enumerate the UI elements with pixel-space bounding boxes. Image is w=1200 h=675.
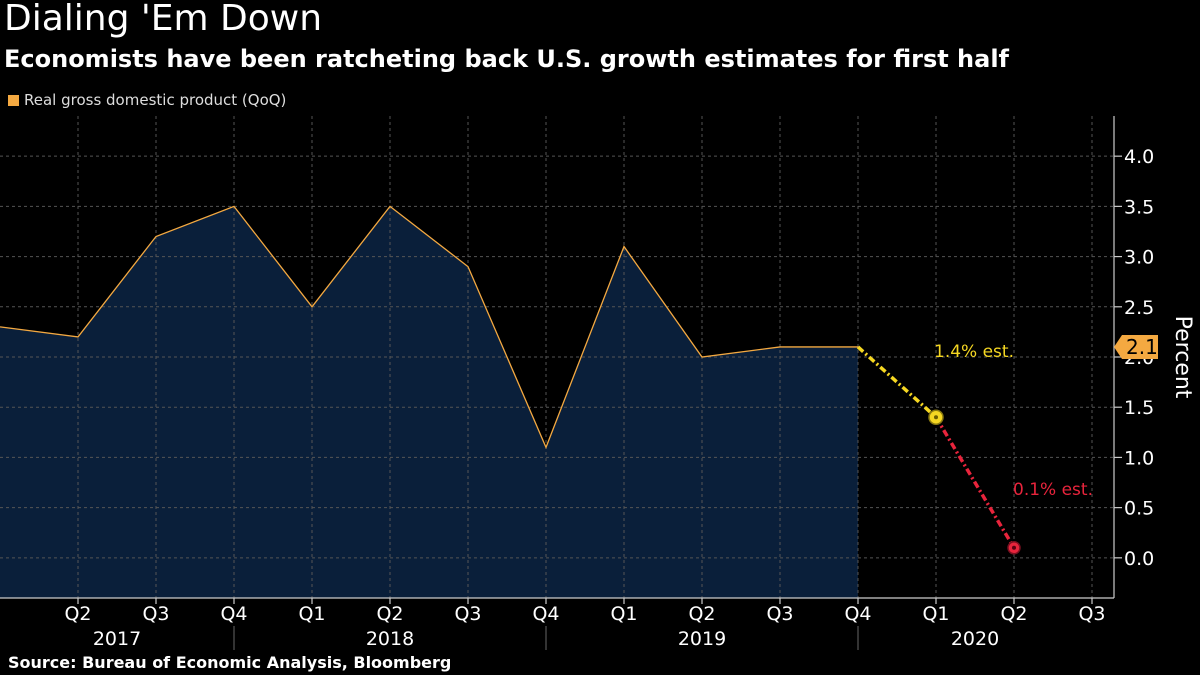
x-tick-label: Q1: [298, 603, 325, 625]
estimate-point-q2-center: [1012, 545, 1016, 550]
y-axis-title: Percent: [1170, 316, 1195, 399]
y-tick-label: 1.5: [1124, 397, 1154, 419]
estimate-point-q1-center: [934, 415, 938, 420]
estimate-label-q1: 1.4% est.: [934, 342, 1014, 362]
last-value-badge: [1114, 334, 1158, 359]
y-tick-label: 3.0: [1124, 247, 1154, 269]
year-label: 2017: [93, 628, 141, 650]
y-tick-label: 4.0: [1124, 146, 1154, 168]
y-tick-label: 2.5: [1124, 297, 1154, 319]
source-note: Source: Bureau of Economic Analysis, Blo…: [8, 653, 452, 672]
year-label: 2019: [678, 628, 726, 650]
year-label: 2018: [366, 628, 414, 650]
y-tick-label: 0.5: [1124, 498, 1154, 520]
x-tick-label: Q4: [532, 603, 559, 625]
series-line: [0, 205, 858, 450]
x-tick-label: Q2: [1000, 603, 1027, 625]
x-tick-label: Q3: [766, 603, 793, 625]
x-tick-label: Q4: [844, 603, 871, 625]
chart-subtitle: Economists have been ratcheting back U.S…: [4, 45, 1009, 73]
estimate-label-q2: 0.1% est.: [1013, 480, 1093, 500]
legend: Real gross domestic product (QoQ): [8, 91, 286, 109]
series-area: [0, 206, 858, 598]
legend-swatch: [8, 94, 19, 106]
x-tick-label: Q3: [454, 603, 481, 625]
x-tick-label: Q2: [688, 603, 715, 625]
last-value-badge-text: 2.1: [1126, 335, 1158, 359]
y-tick-label: 1.0: [1124, 447, 1154, 469]
y-tick-label: 3.5: [1124, 196, 1154, 218]
estimate-line-q1: [856, 345, 938, 419]
x-tick-label: Q2: [64, 603, 91, 625]
x-tick-label: Q1: [922, 603, 949, 625]
x-tick-label: Q3: [1078, 603, 1105, 625]
estimate-line-q2: [934, 416, 1016, 549]
y-tick-label: 0.0: [1124, 548, 1154, 570]
legend-label: Real gross domestic product (QoQ): [24, 91, 287, 109]
x-tick-label: Q1: [610, 603, 637, 625]
x-tick-label: Q3: [142, 603, 169, 625]
x-tick-label: Q2: [376, 603, 403, 625]
x-tick-label: Q4: [220, 603, 247, 625]
year-label: 2020: [951, 628, 999, 650]
chart-title: Dialing 'Em Down: [4, 0, 323, 39]
